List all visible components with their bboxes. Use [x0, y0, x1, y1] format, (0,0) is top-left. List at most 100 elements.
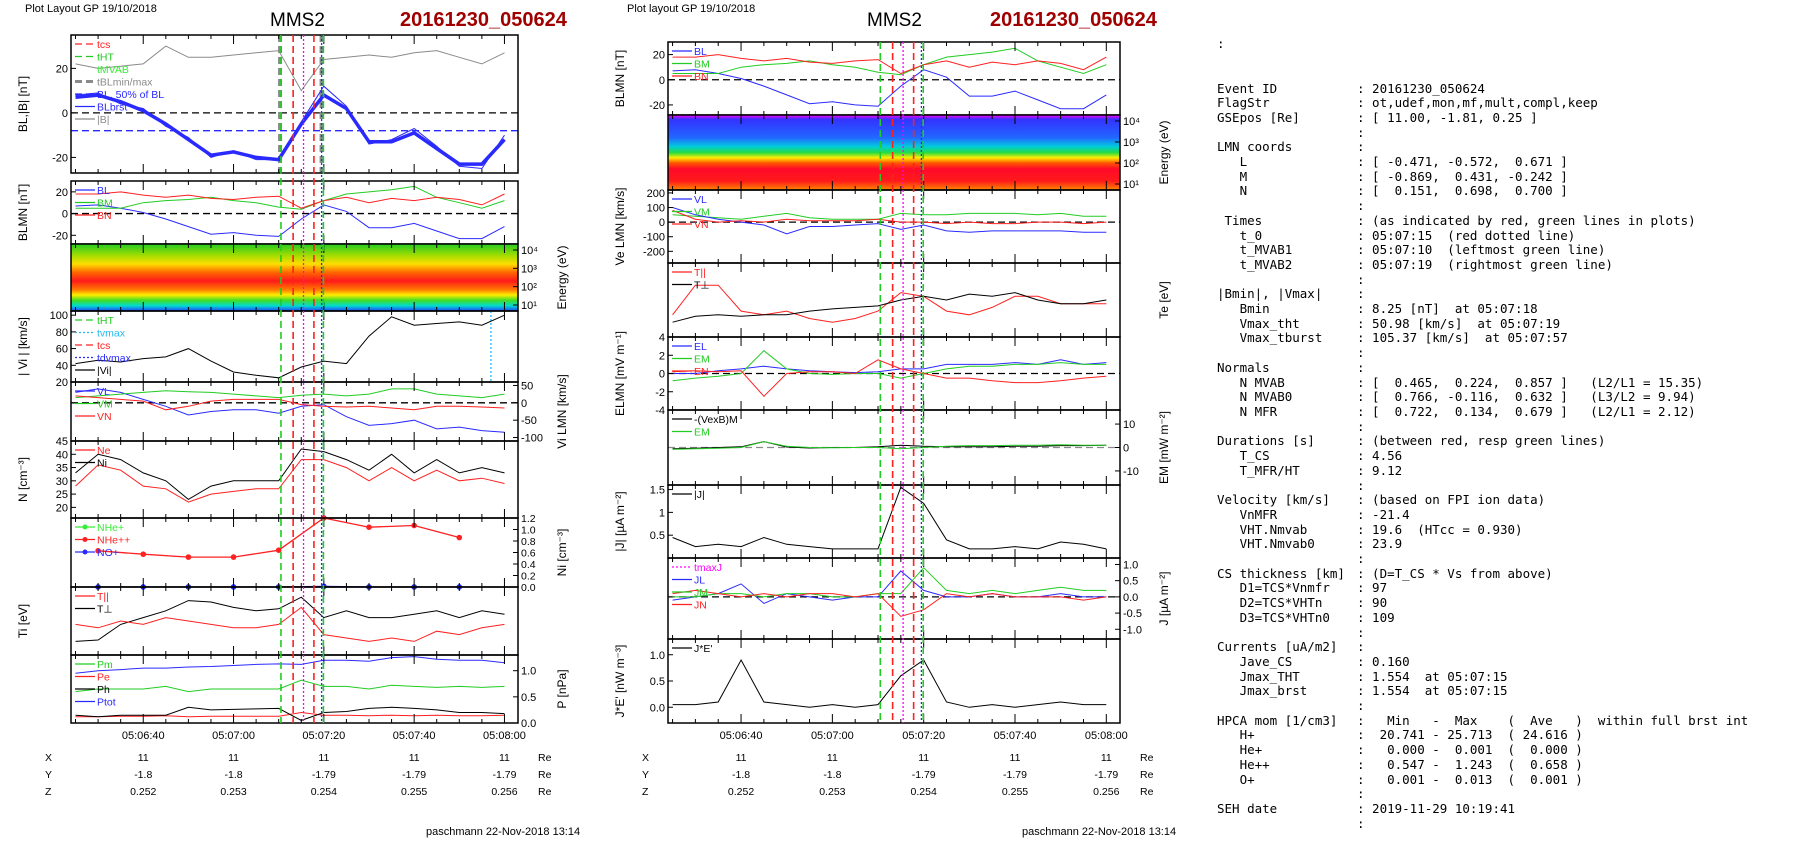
- coord-unit: Re: [538, 769, 552, 781]
- legend-label: BL: [694, 46, 707, 58]
- summary-value: : 0.001 - 0.013 ( 0.001 ): [1357, 771, 1583, 787]
- legend-label: VM: [694, 207, 710, 219]
- panel-frame: [70, 517, 519, 588]
- summary-label: Jave_CS: [1217, 653, 1293, 669]
- summary-label: L: [1217, 154, 1248, 170]
- series-line: [75, 448, 505, 501]
- summary-row: SEH date: 2019-11-29 10:19:41: [1217, 800, 1748, 817]
- data-point: [275, 547, 282, 553]
- y-tick-label: 0.5: [650, 530, 665, 542]
- coord-value: 11: [408, 752, 420, 764]
- coord-value: 0.256: [1093, 786, 1120, 798]
- coord-value: -1.79: [492, 769, 517, 781]
- panel-frame: [70, 180, 519, 245]
- y-tick-label: 35: [56, 463, 68, 475]
- panel-je: 0.0 0.5 1.0 J*E' J*E' [nW m⁻³]: [613, 638, 1121, 724]
- summary-value: : 8.25 [nT] at 05:07:18: [1357, 301, 1538, 317]
- coord-value: 11: [137, 752, 149, 764]
- summary-label: t_0: [1217, 227, 1263, 243]
- summary-row: N MVAB0: [ 0.766, -0.116, 0.632 ] (L3/L2…: [1217, 390, 1748, 405]
- legend-label: tcs: [97, 39, 110, 51]
- y-tick-label: 0: [62, 209, 68, 221]
- coord-axis-label: Y: [642, 769, 650, 781]
- summary-row: D2=TCS*VHTn: 90: [1217, 595, 1748, 611]
- y-tick-label: -1.0: [1123, 624, 1142, 636]
- y-axis-label: N [cm⁻³]: [16, 457, 30, 502]
- coord-value: 0.253: [220, 786, 247, 798]
- series-line: [75, 679, 505, 693]
- coord-axis-label: Z: [642, 786, 649, 798]
- legend-label: tHT: [97, 52, 115, 64]
- legend-label: NHe+: [97, 522, 124, 534]
- summary-value: : [ 0.465, 0.224, 0.857 ] (L2/L1 = 15.35…: [1357, 374, 1704, 390]
- panel-jmag: 0.5 1 1.5 |J| |J| [µA m⁻²]: [613, 484, 1121, 559]
- legend-label: |B|: [97, 114, 109, 126]
- legend-label: VL: [97, 386, 110, 398]
- legend-label: tBLmin/max: [97, 77, 153, 89]
- y-tick-label: 0: [521, 398, 527, 410]
- legend-label: Ni: [97, 458, 107, 470]
- summary-label: SEH date: [1217, 800, 1278, 816]
- legend-label: |Vi|: [97, 365, 112, 377]
- summary-row: Currents [uA/m2]:: [1217, 640, 1748, 655]
- y-tick-label: 1.0: [521, 666, 536, 678]
- y-tick-label: 20: [653, 50, 665, 62]
- y-tick-label: 0.0: [1123, 592, 1138, 604]
- panel-frame: [667, 557, 1121, 640]
- footer-credit: paschmann 22-Nov-2018 13:14: [426, 826, 581, 838]
- y-tick-label: 0: [1123, 443, 1129, 455]
- coord-value: 11: [826, 752, 838, 764]
- series-line: [672, 284, 1107, 323]
- y-tick-label: 0.6: [521, 548, 536, 560]
- legend-label: EM: [694, 354, 710, 366]
- coord-value: -1.8: [134, 769, 153, 781]
- summary-label: Durations [s]: [1217, 433, 1315, 449]
- legend-label: tHT: [97, 315, 115, 327]
- coord-value: -1.8: [732, 769, 751, 781]
- coord-value: -1.79: [1003, 769, 1027, 781]
- summary-value: : (based on FPI ion data): [1357, 492, 1546, 508]
- y-axis-label: BL,|B| [nT]: [16, 76, 30, 132]
- legend-label: JM: [694, 587, 708, 599]
- coord-value: 11: [918, 752, 930, 764]
- y-axis-label: ELMN [mV m⁻¹]: [613, 331, 627, 416]
- summary-label: Event ID: [1217, 80, 1278, 96]
- summary-row: D1=TCS*Vnmfr: 97: [1217, 581, 1748, 596]
- series-line: [672, 359, 1107, 374]
- summary-value: : [ 11.00, -1.81, 0.25 ]: [1357, 109, 1538, 125]
- summary-row: t_MVAB2: 05:07:19 (rightmost green line): [1217, 257, 1748, 273]
- y-tick-label: -4: [655, 405, 665, 417]
- summary-label: T_CS: [1217, 448, 1270, 464]
- summary-label: Bmin: [1217, 301, 1270, 317]
- coord-axis-label: X: [642, 752, 650, 764]
- y-tick-label: 0.5: [1123, 576, 1138, 588]
- data-point: [185, 554, 192, 560]
- series-line: [672, 658, 1107, 708]
- summary-row: VHT.Nmvab: 19.6 (HTcc = 0.930): [1217, 522, 1748, 538]
- summary-value: : (D=T_CS * Vs from above): [1357, 565, 1553, 581]
- series-line: [672, 350, 1107, 382]
- coord-value: 0.254: [310, 786, 337, 798]
- event-id-title: 20161230_050624: [400, 9, 567, 31]
- summary-label: [1217, 273, 1357, 288]
- y-tick-label: 10³: [1123, 137, 1139, 149]
- summary-value: : 20161230_050624: [1357, 80, 1485, 96]
- y-tick-label: 100: [647, 203, 665, 215]
- y-tick-label: 0.5: [521, 692, 536, 704]
- summary-label: Velocity [km/s]: [1217, 492, 1330, 508]
- y-tick-label: 200: [647, 188, 665, 200]
- coord-value: 0.252: [727, 786, 755, 798]
- y-tick-label: -100: [521, 433, 543, 445]
- y-tick-label: 0: [62, 108, 68, 120]
- summary-value: : 0.160: [1357, 653, 1410, 669]
- y-tick-label: 1: [659, 507, 665, 519]
- summary-row: Jmax_brst: 1.554 at 05:07:15: [1217, 684, 1748, 699]
- y-tick-label: 10⁴: [1123, 116, 1140, 128]
- legend-label: Ne: [97, 445, 111, 457]
- summary-label: FlagStr: [1217, 95, 1270, 111]
- coord-value: 0.252: [130, 786, 157, 798]
- panel-ion_spec: 10¹ 10² 10³ 10⁴ Energy (eV): [70, 243, 569, 312]
- summary-label: N MVAB0: [1217, 389, 1293, 405]
